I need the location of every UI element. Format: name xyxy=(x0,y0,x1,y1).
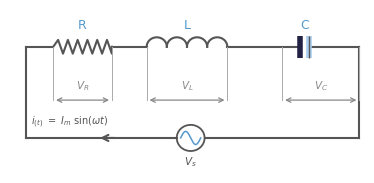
Text: $i_{(t)}\ =\ I_m\ \mathrm{sin}(\omega t)$: $i_{(t)}\ =\ I_m\ \mathrm{sin}(\omega t)… xyxy=(31,115,108,130)
Text: $V_L$: $V_L$ xyxy=(181,79,193,93)
Text: $V_R$: $V_R$ xyxy=(76,79,89,93)
Text: L: L xyxy=(184,19,190,32)
Text: C: C xyxy=(300,19,309,32)
Text: $V_C$: $V_C$ xyxy=(314,79,328,93)
Text: $V_s$: $V_s$ xyxy=(184,155,197,169)
Text: R: R xyxy=(78,19,87,32)
